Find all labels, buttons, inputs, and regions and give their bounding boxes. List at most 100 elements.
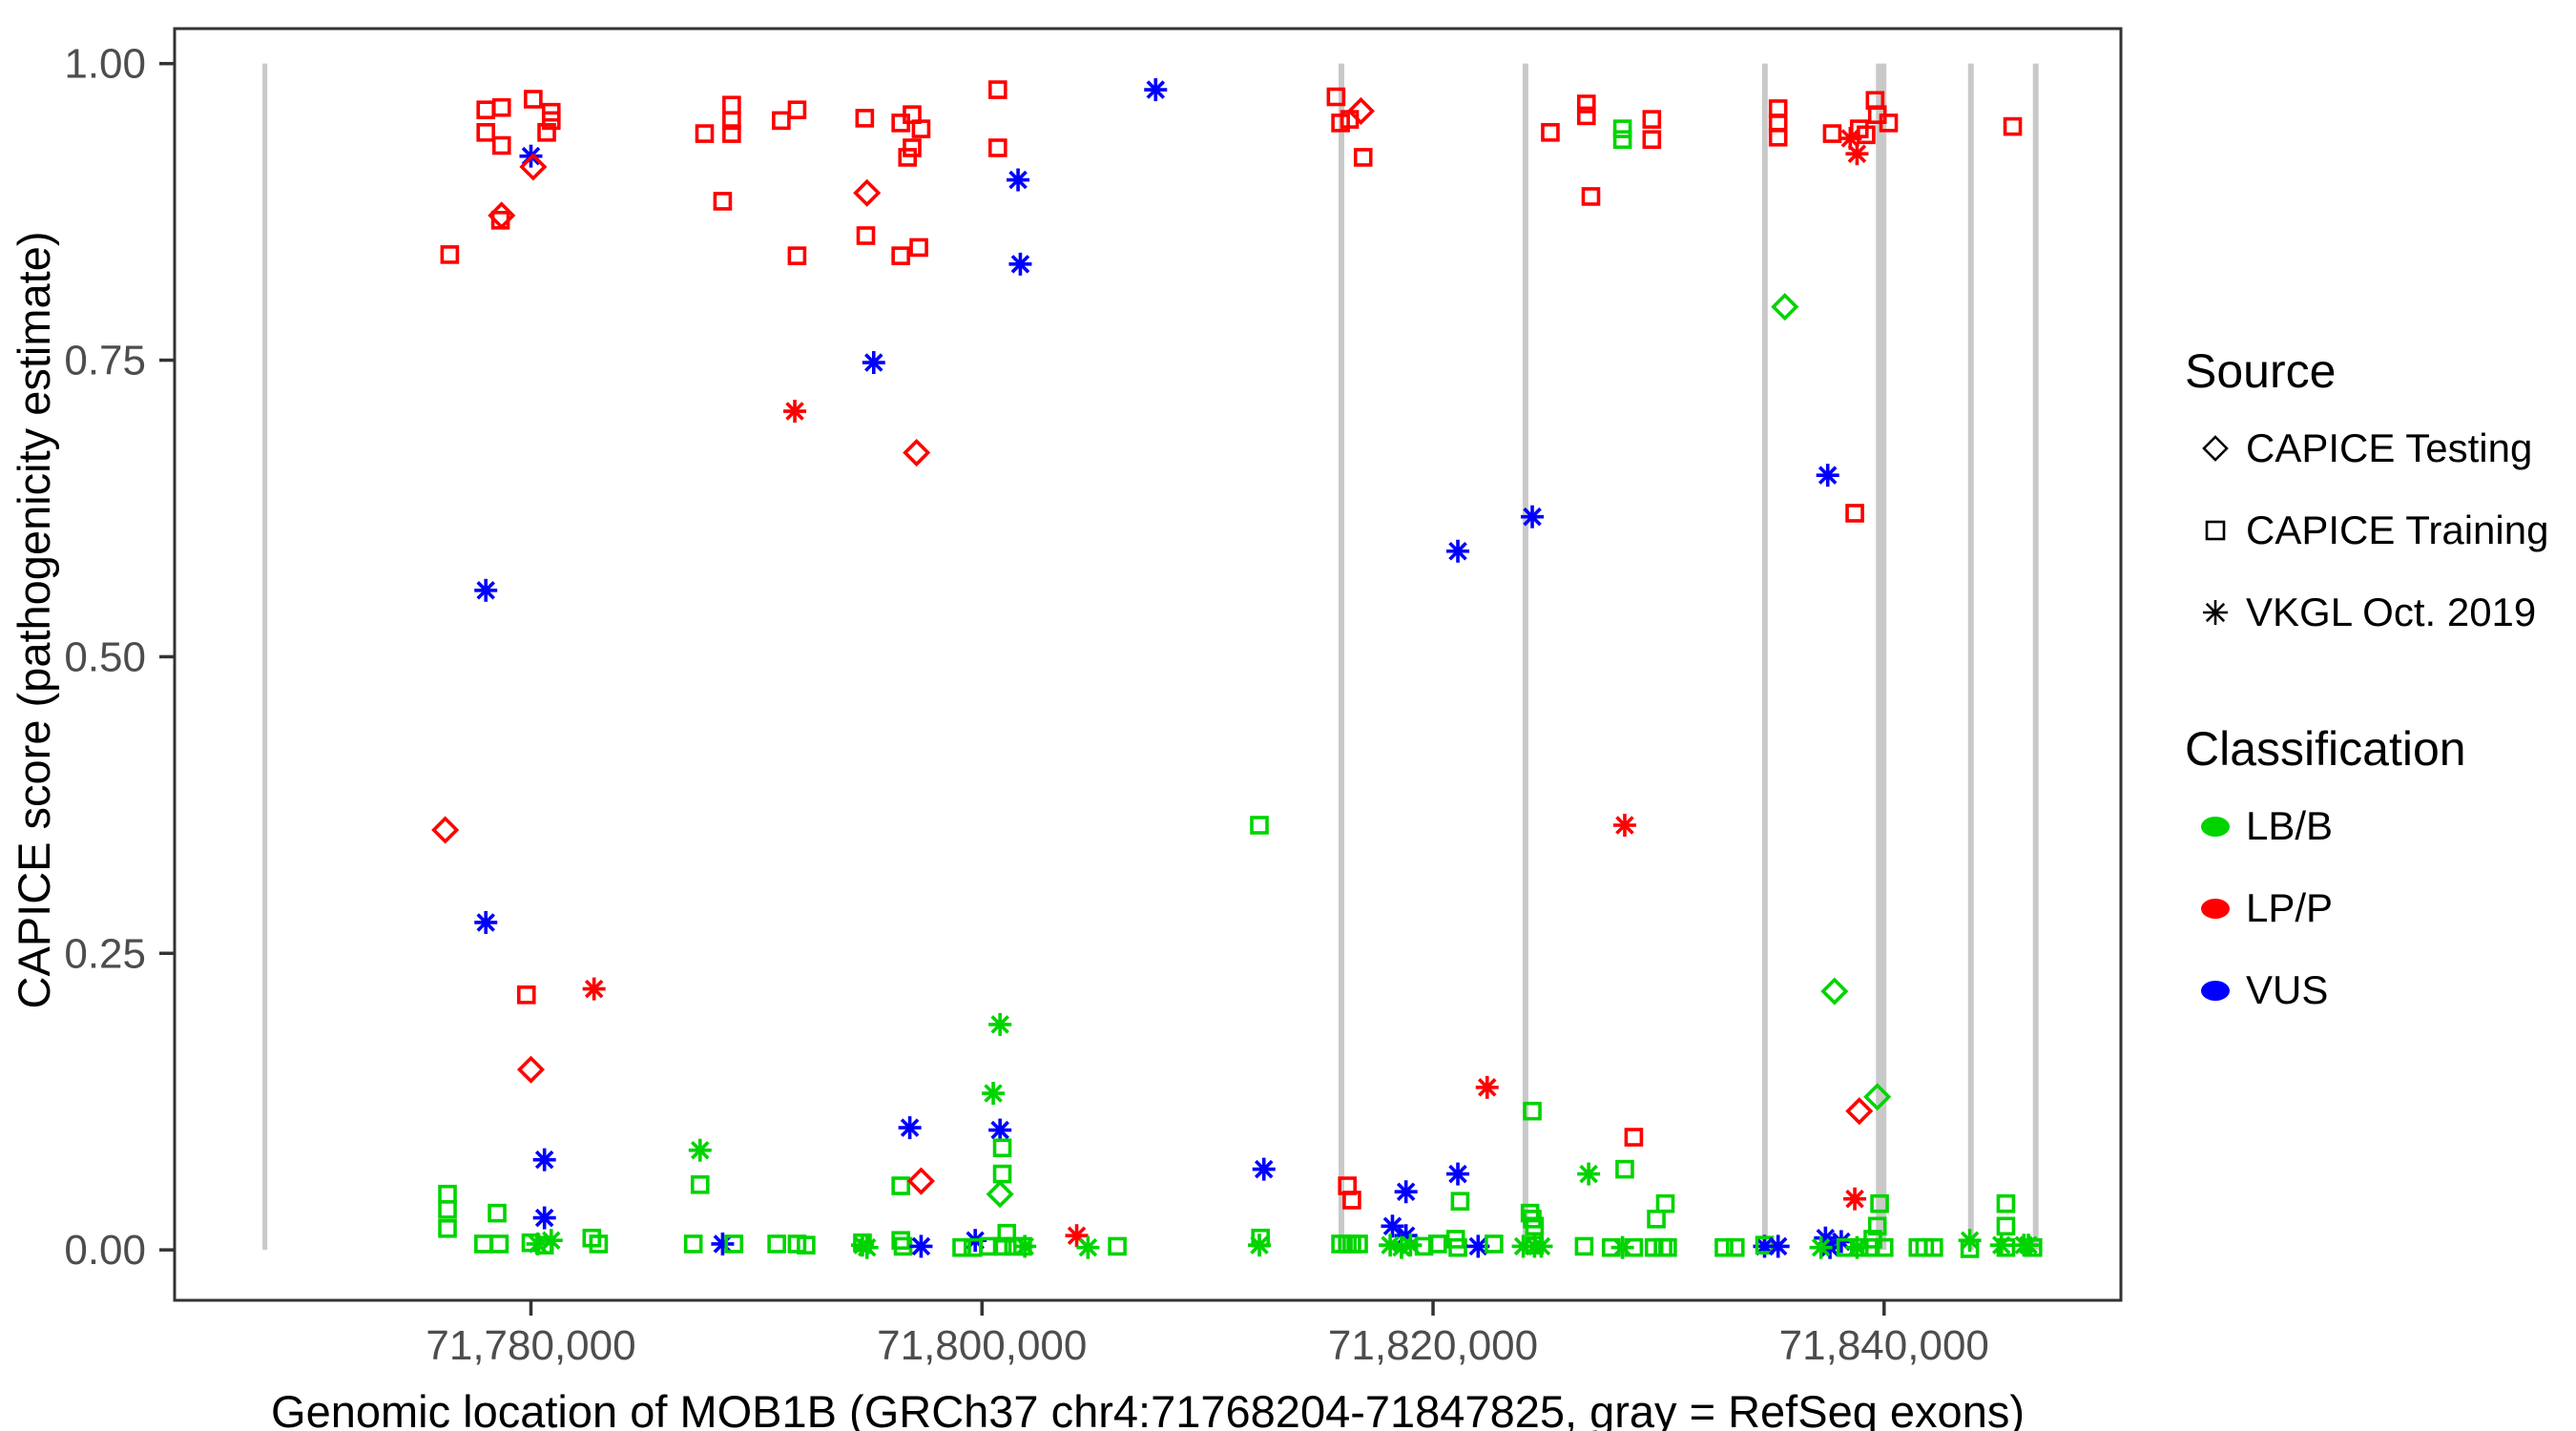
training-square-marker (722, 111, 741, 131)
y-tick-label: 0.75 (64, 338, 146, 384)
training-square-marker (474, 1234, 493, 1254)
training-square-marker (722, 95, 741, 115)
training-square-marker (1857, 125, 1876, 145)
vkgl-asterisk-marker (1475, 1075, 1499, 1099)
training-square-marker (1874, 1237, 1894, 1257)
training-square-marker (772, 111, 791, 131)
training-square-marker (1525, 1216, 1545, 1236)
training-square-marker (476, 100, 496, 119)
vkgl-asterisk-marker (688, 1138, 712, 1162)
diamond-icon (2185, 432, 2246, 465)
vkgl-asterisk-marker (1521, 505, 1545, 529)
training-square-marker (690, 1174, 710, 1194)
training-square-marker (1450, 1192, 1470, 1211)
vkgl-asterisk-marker (1610, 1235, 1634, 1259)
training-square-marker (979, 1236, 999, 1256)
vkgl-asterisk-marker (909, 1234, 933, 1258)
training-square-marker (488, 1203, 507, 1223)
square-icon (2185, 514, 2246, 547)
training-square-marker (988, 138, 1008, 157)
vkgl-asterisk-marker (711, 1232, 735, 1255)
training-square-marker (1714, 1237, 1734, 1257)
vkgl-asterisk-marker (1529, 1234, 1553, 1258)
training-square-marker (988, 80, 1008, 99)
x-tick-label: 71,840,000 (1779, 1322, 1989, 1369)
training-square-marker (2003, 116, 2023, 136)
testing-diamond-marker (853, 178, 882, 207)
training-square-marker (1340, 110, 1360, 129)
vkgl-asterisk-marker (982, 1082, 1006, 1106)
training-square-marker (787, 100, 807, 119)
training-square-marker (516, 985, 536, 1005)
legend-source-title: Source (2185, 344, 2337, 398)
training-square-marker (1849, 1237, 1869, 1257)
training-square-marker (1642, 110, 1662, 129)
training-square-marker (1996, 1237, 2016, 1257)
vkgl-asterisk-marker (1144, 78, 1168, 102)
legend-item-label: LP/P (2246, 885, 2334, 930)
training-square-marker (1655, 1193, 1675, 1213)
vkgl-asterisk-marker (539, 1229, 563, 1253)
testing-diamond-marker (906, 1167, 935, 1195)
vkgl-asterisk-marker (474, 910, 498, 934)
legend-item-lpp: LP/P (2185, 885, 2566, 931)
legend-item-label: CAPICE Training (2246, 508, 2549, 552)
training-square-marker (1353, 148, 1373, 167)
training-square-marker (1485, 1234, 1504, 1254)
legend-classification-title: Classification (2185, 722, 2466, 776)
panel-border (173, 27, 2123, 1302)
training-square-marker (1860, 1237, 1880, 1257)
training-square-marker (1414, 1236, 1434, 1256)
training-square-marker (1845, 504, 1864, 523)
vkgl-asterisk-marker (1013, 1234, 1037, 1258)
training-square-marker (1615, 1159, 1634, 1179)
y-tick-label: 0.50 (64, 633, 146, 680)
training-square-marker (1574, 1236, 1594, 1256)
training-square-marker (1960, 1239, 1980, 1258)
training-square-marker (491, 97, 511, 117)
training-square-marker (1523, 1101, 1542, 1121)
vkgl-asterisk-marker (1466, 1234, 1490, 1258)
vkgl-asterisk-marker (783, 400, 807, 424)
legend: Source CAPICE Testing CAPICE Training (2185, 343, 2566, 1099)
training-square-marker (438, 1218, 457, 1238)
training-square-marker (787, 246, 807, 265)
vkgl-asterisk-marker (1577, 1162, 1601, 1186)
training-square-marker (1924, 1237, 1943, 1257)
vkgl-asterisk-marker (532, 1148, 556, 1172)
legend-item-label: CAPICE Testing (2246, 425, 2533, 470)
training-square-marker (992, 1236, 1012, 1256)
training-square-marker (489, 1234, 509, 1254)
testing-diamond-marker (1845, 1097, 1874, 1126)
training-square-marker (992, 1138, 1012, 1158)
training-square-marker (1879, 114, 1899, 133)
training-square-marker (909, 238, 928, 258)
training-square-marker (1349, 1234, 1368, 1254)
y-tick-label: 0.25 (64, 930, 146, 977)
training-square-marker (683, 1234, 703, 1254)
training-square-marker (1836, 1237, 1856, 1257)
testing-diamond-marker (986, 1180, 1014, 1209)
training-square-marker (1870, 1193, 1889, 1213)
training-square-marker (589, 1234, 609, 1254)
training-square-marker (1996, 1193, 2016, 1213)
vkgl-asterisk-marker (1845, 142, 1869, 166)
vkgl-asterisk-marker (1843, 1187, 1867, 1211)
training-square-marker (1658, 1237, 1677, 1257)
legend-item-vus: VUS (2185, 967, 2566, 1013)
training-square-marker (1326, 87, 1346, 107)
training-square-marker (891, 1176, 910, 1195)
testing-diamond-marker (516, 1055, 546, 1084)
training-square-marker (1865, 91, 1885, 111)
vkgl-asterisk-marker (1816, 464, 1839, 487)
vkgl-asterisk-marker (862, 351, 885, 375)
testing-diamond-marker (1863, 1083, 1892, 1111)
training-square-marker (797, 1235, 816, 1255)
vkgl-asterisk-marker (1446, 539, 1470, 563)
testing-diamond-marker (431, 816, 460, 844)
vus-dot-icon (2185, 980, 2246, 1001)
training-square-marker (1725, 1237, 1745, 1257)
training-square-marker (891, 246, 910, 265)
training-square-marker (1541, 123, 1560, 142)
legend-item-capice-testing: CAPICE Testing (2185, 425, 2566, 471)
